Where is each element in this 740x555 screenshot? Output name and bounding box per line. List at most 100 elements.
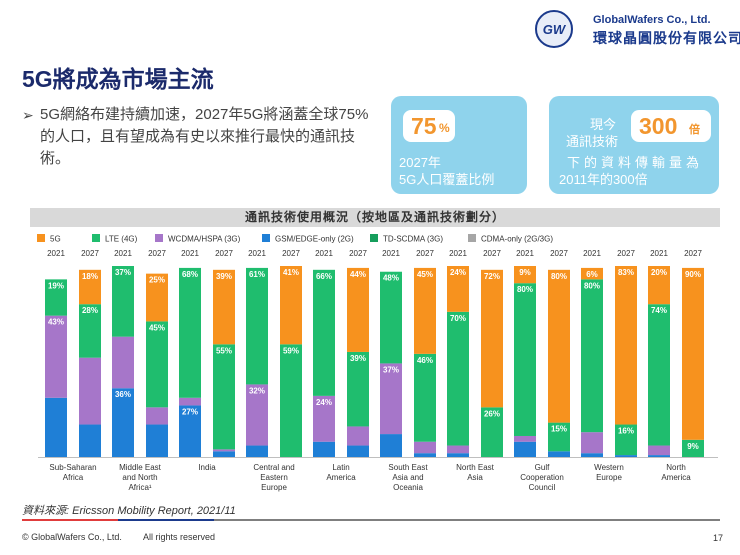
company-name-en: GlobalWafers Co., Ltd. [593,14,711,26]
year-label: 2027 [148,249,166,258]
bar-segment [682,439,704,457]
region-label: Latin [332,463,349,472]
region-label: Europe [261,483,287,492]
footer-line-red [22,519,118,521]
region-label: America [661,473,691,482]
year-label: 2027 [215,249,233,258]
bar-segment [447,266,469,312]
bar-segment [213,451,235,457]
bar-segment [313,441,335,457]
data-label: 9% [519,268,531,277]
footer-line-blue [118,519,214,521]
data-label: 39% [216,272,232,281]
bar-segment [615,455,637,457]
year-label: 2027 [617,249,635,258]
bar-segment [246,267,268,385]
data-volume-label-line1: 現今 [589,117,616,132]
chart-header-text: 通訊技術使用概況（按地區及通訊技術劃分） [244,210,505,224]
region-label: India [198,463,216,472]
bar-segment [179,397,201,406]
region-label: Western [594,463,624,472]
data-label: 44% [350,270,366,279]
legend-label: 5G [50,235,61,244]
region-label: Council [529,483,556,492]
data-label: 24% [316,398,332,407]
data-label: 68% [182,270,198,279]
region-label: Sub-Saharan [49,463,96,472]
bar-segment [581,453,603,457]
legend-swatch [37,234,45,242]
data-label: 90% [685,270,701,279]
page-title: 5G將成為市場主流 [22,66,214,92]
bar-segment [581,267,603,280]
bar-segment [380,363,402,435]
region-label: and North [122,473,157,482]
data-label: 80% [584,281,600,290]
region-label: Central and [253,463,294,472]
bar-segment [548,451,570,457]
region-label: Cooperation [520,473,564,482]
data-label: 80% [517,285,533,294]
year-label: 2021 [114,249,132,258]
legend-swatch [468,234,476,242]
bar-segment [581,279,603,433]
legend-label: WCDMA/HSPA (3G) [168,235,241,244]
bar-segment [481,269,503,408]
bar-segment [648,304,670,446]
bar-segment [481,407,503,457]
region-label: America [326,473,356,482]
region-label: Eastern [260,473,288,482]
bar-segment [514,441,536,457]
year-label: 2027 [349,249,367,258]
bar-segment [213,449,235,452]
gw-logo-icon: GW [535,10,573,48]
bar-segment [447,453,469,457]
data-label: 18% [82,272,98,281]
year-label: 2021 [583,249,601,258]
data-label: 27% [182,407,198,416]
data-volume-value: 300 [639,113,678,139]
year-label: 2027 [550,249,568,258]
data-label: 25% [149,276,165,285]
coverage-unit: % [439,121,450,135]
coverage-card: 75 % 2027年 5G人口覆蓋比例 [391,96,527,194]
bullet-text: 5G網絡布建持續加速，2027年5G將涵蓋全球75%的人口，且有望成為有史以來推… [40,106,369,167]
company-name-zh: 環球晶圓股份有限公司 [593,30,740,46]
bar-segment [112,336,134,389]
data-label: 55% [216,346,232,355]
bar-segment [179,267,201,398]
data-label: 24% [450,268,466,277]
bar-segment [514,283,536,436]
year-label: 2021 [382,249,400,258]
data-label: 19% [48,281,64,290]
bar-segment [179,405,201,457]
region-label: Oceania [393,483,423,492]
data-label: 37% [383,365,399,374]
bar-segment [447,445,469,454]
data-label: 45% [149,323,165,332]
year-label: 2021 [449,249,467,258]
year-label: 2027 [81,249,99,258]
year-label: 2027 [684,249,702,258]
region-label: Africa [63,473,84,482]
chart-header: 通訊技術使用概況（按地區及通訊技術劃分） [30,208,720,227]
bar-segment [79,424,101,457]
bar-segment [581,432,603,454]
coverage-value: 75 [411,113,437,139]
bar-segment [648,266,670,305]
bar-segment [112,388,134,457]
legend-label: CDMA-only (2G/3G) [481,235,553,244]
bar-segment [648,445,670,456]
data-label: 66% [316,272,332,281]
bar-segment [548,422,570,452]
data-label: 39% [350,354,366,363]
data-label: 43% [48,318,64,327]
bar-segment [347,445,369,457]
bar-segment [213,344,235,450]
bar-segment [146,321,168,408]
data-volume-value-pill: 300 倍 [631,110,711,142]
coverage-caption-line1: 2027年 [399,155,441,170]
bar-segment [514,435,536,442]
region-label: South East [388,463,428,472]
rights-text: All rights reserved [143,532,216,542]
